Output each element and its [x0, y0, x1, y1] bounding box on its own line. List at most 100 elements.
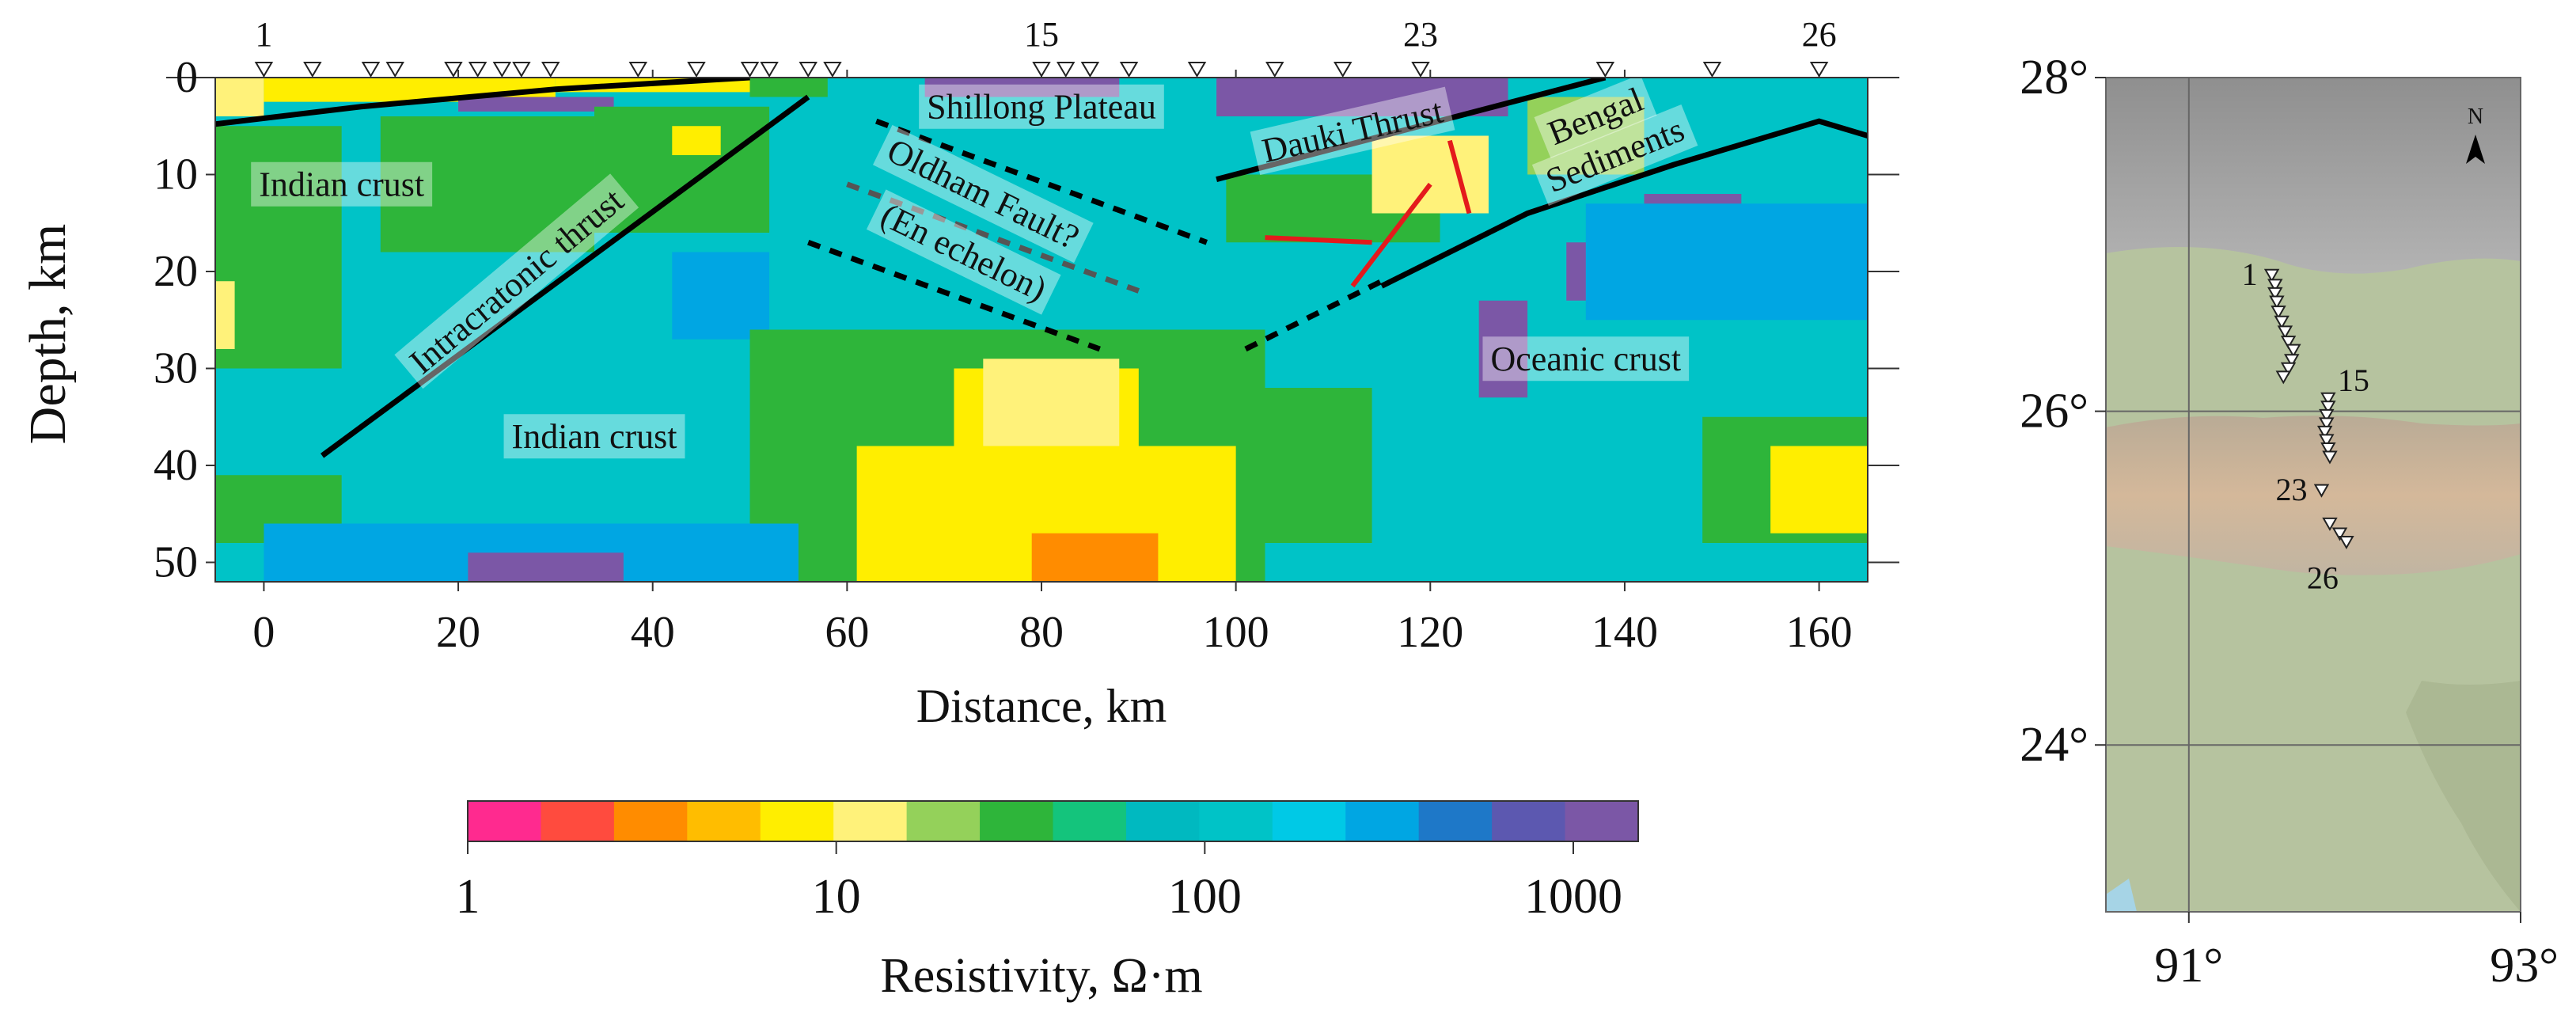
station-marker	[1411, 62, 1430, 78]
annotation-text: Shillong Plateau	[927, 87, 1156, 126]
station-marker	[628, 62, 648, 78]
map-station-marker	[2320, 442, 2336, 456]
annotation-backdrop	[1250, 86, 1455, 176]
station-marker	[1032, 62, 1051, 78]
map-station-marker	[2263, 268, 2280, 283]
annotation-text: Indian crust	[512, 417, 677, 456]
station-marker	[1119, 62, 1139, 78]
station-marker	[1595, 62, 1615, 78]
station-number: 15	[1024, 15, 1059, 54]
annotation-text: Indian crust	[259, 165, 424, 203]
resistivity-cell	[215, 78, 264, 116]
resistivity-cell	[1031, 533, 1159, 582]
red-fault-segment	[1265, 235, 1372, 245]
interpreted-faults	[215, 78, 1868, 458]
map-station-marker	[2267, 279, 2283, 293]
annotation-text: Oceanic crust	[1490, 340, 1681, 378]
resistivity-cell	[1216, 78, 1508, 116]
resistivity-cell	[215, 281, 235, 349]
map-station-marker	[2313, 484, 2330, 498]
map-station-marker	[2320, 392, 2336, 406]
annotation-backdrop	[866, 189, 1061, 315]
location-map: 28° 26° 24° 91° 93° 1 15 23 26 N	[2020, 51, 2559, 993]
colorbar-swatch	[541, 801, 615, 841]
colorbar-swatch	[833, 801, 908, 841]
x-tick-label: 120	[1397, 608, 1463, 657]
resistivity-cell	[924, 78, 1120, 97]
station-marker	[303, 62, 322, 78]
map-station-number: 23	[2275, 472, 2307, 507]
station-marker	[1080, 62, 1100, 78]
x-tick-label: 80	[1019, 608, 1064, 657]
station-number: 26	[1802, 15, 1837, 54]
map-station-marker	[2267, 287, 2283, 301]
annotation-label: Indian crust	[503, 414, 685, 459]
map-lat-label: 28°	[2020, 51, 2088, 104]
resistivity-cell	[672, 252, 770, 340]
map-lat-label: 26°	[2020, 385, 2088, 438]
resistivity-cell	[458, 97, 614, 112]
colorbar-swatch	[1053, 801, 1127, 841]
dashed-fault-line	[846, 181, 1140, 294]
station-number: 23	[1403, 15, 1438, 54]
map-station-marker	[2339, 536, 2354, 550]
map-graticule	[2106, 78, 2521, 912]
bay-of-bengal-water	[2106, 879, 2137, 912]
map-station-marker	[2284, 354, 2300, 368]
dashed-fault-line	[1244, 279, 1383, 352]
annotation-backdrop	[251, 161, 433, 207]
colorbar-frame	[467, 800, 1639, 842]
map-station-marker	[2319, 434, 2335, 448]
colorbar-ticks: 1 10 100 1000	[456, 841, 1622, 924]
resistivity-cell	[1585, 203, 1868, 321]
station-marker	[361, 62, 381, 78]
x-axis-label: Distance, km	[916, 680, 1167, 732]
colorbar-swatch	[468, 801, 541, 841]
colorbar-swatch	[687, 801, 761, 841]
resistivity-cell	[380, 116, 595, 252]
map-lat-label: 24°	[2020, 718, 2088, 772]
y-axis-label: Depth, km	[19, 224, 77, 445]
y-tick-label: 0	[176, 53, 198, 102]
colorbar-swatches	[468, 801, 1639, 841]
x-tick-label: 100	[1203, 608, 1269, 657]
colorbar-swatch	[1125, 801, 1200, 841]
map-station-marker	[2269, 295, 2285, 309]
map-station-number: 26	[2307, 560, 2339, 596]
map-terrain	[2106, 78, 2521, 912]
station-marker	[385, 62, 404, 78]
map-station-marker	[2331, 527, 2348, 541]
station-marker	[760, 62, 779, 78]
station-marker	[687, 62, 706, 78]
colorbar-swatch	[980, 801, 1053, 841]
x-tick-label: 40	[631, 608, 675, 657]
annotation-backdrop	[919, 84, 1164, 129]
station-marker	[1702, 62, 1722, 78]
colorbar-tick-label: 1	[456, 870, 480, 924]
x-axis-ticks: 0 20 40 60 80 100 120 140 160	[252, 70, 1853, 657]
resistivity-cell	[983, 359, 1120, 446]
resistivity-cells	[215, 78, 1868, 582]
colorbar-tick-label: 1000	[1524, 870, 1622, 924]
station-marker	[823, 62, 842, 78]
annotation-label: Indian crust	[251, 161, 433, 207]
map-station-marker	[2271, 306, 2286, 320]
north-arrow: N	[2466, 104, 2485, 164]
map-station-marker	[2316, 425, 2333, 439]
resistivity-cell	[1770, 446, 1868, 533]
annotation-label: Oceanic crust	[1482, 336, 1690, 382]
station-marker	[541, 62, 560, 78]
thrust-line	[1380, 118, 1868, 289]
colorbar-label: Resistivity, Ω·m	[880, 949, 1202, 1003]
north-arrow-icon	[2466, 135, 2485, 164]
tripura-hills-terrain	[2406, 681, 2521, 912]
map-station-marker	[2275, 370, 2291, 385]
x-tick-label: 160	[1786, 608, 1853, 657]
thrust-line	[1216, 78, 1607, 183]
colorbar-swatch	[1272, 801, 1346, 841]
map-lon-label: 93°	[2490, 939, 2559, 993]
station-number: 1	[255, 15, 272, 54]
map-station-marker	[2319, 408, 2335, 423]
thrust-line	[215, 78, 750, 127]
